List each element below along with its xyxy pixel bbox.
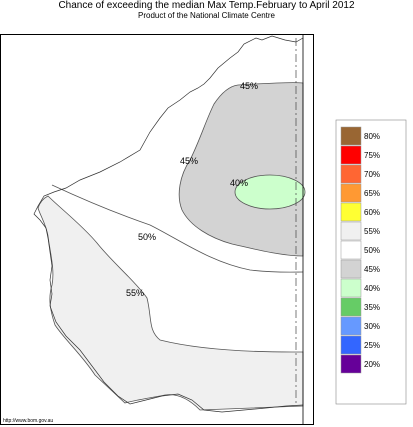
legend-swatch-35 xyxy=(340,297,362,317)
legend: 80% 75% 70% 65% 60% 55% 50% 45% 40% 35% 30% 25% 20% xyxy=(335,119,407,405)
legend-label-45: 45% xyxy=(364,265,380,274)
legend-swatch-25 xyxy=(340,335,362,355)
legend-swatch-75 xyxy=(340,145,362,165)
contour-label-40: 40% xyxy=(230,178,248,188)
coastline xyxy=(33,35,304,413)
contour-50-percent xyxy=(51,184,304,273)
region-55-percent xyxy=(37,195,304,411)
legend-label-35: 35% xyxy=(364,303,380,312)
legend-label-60: 60% xyxy=(364,208,380,217)
legend-swatch-70 xyxy=(340,164,362,184)
legend-swatch-45 xyxy=(340,259,362,279)
legend-swatch-40 xyxy=(340,278,362,298)
region-40-percent xyxy=(234,174,306,210)
legend-label-50: 50% xyxy=(364,246,380,255)
legend-label-75: 75% xyxy=(364,151,380,160)
legend-label-20: 20% xyxy=(364,360,380,369)
map-title: Chance of exceeding the median Max Temp.… xyxy=(58,0,355,11)
legend-label-25: 25% xyxy=(364,341,380,350)
legend-label-80: 80% xyxy=(364,132,380,141)
source-credit: http://www.bom.gov.au xyxy=(3,418,54,424)
legend-label-30: 30% xyxy=(364,322,380,331)
legend-label-65: 65% xyxy=(364,189,380,198)
legend-label-55: 55% xyxy=(364,227,380,236)
legend-swatch-55 xyxy=(340,221,362,241)
contour-label-55: 55% xyxy=(126,288,144,298)
legend-swatch-50 xyxy=(340,240,362,260)
contour-label-50: 50% xyxy=(138,232,156,242)
map-subtitle: Product of the National Climate Centre xyxy=(138,11,275,20)
legend-label-40: 40% xyxy=(364,284,380,293)
legend-swatch-20 xyxy=(340,354,362,374)
legend-swatch-80 xyxy=(340,126,362,146)
legend-label-70: 70% xyxy=(364,170,380,179)
legend-swatch-65 xyxy=(340,183,362,203)
legend-swatch-60 xyxy=(340,202,362,222)
contour-label-45-west: 45% xyxy=(180,156,198,166)
legend-swatch-30 xyxy=(340,316,362,336)
contour-label-45-top: 45% xyxy=(240,81,258,91)
